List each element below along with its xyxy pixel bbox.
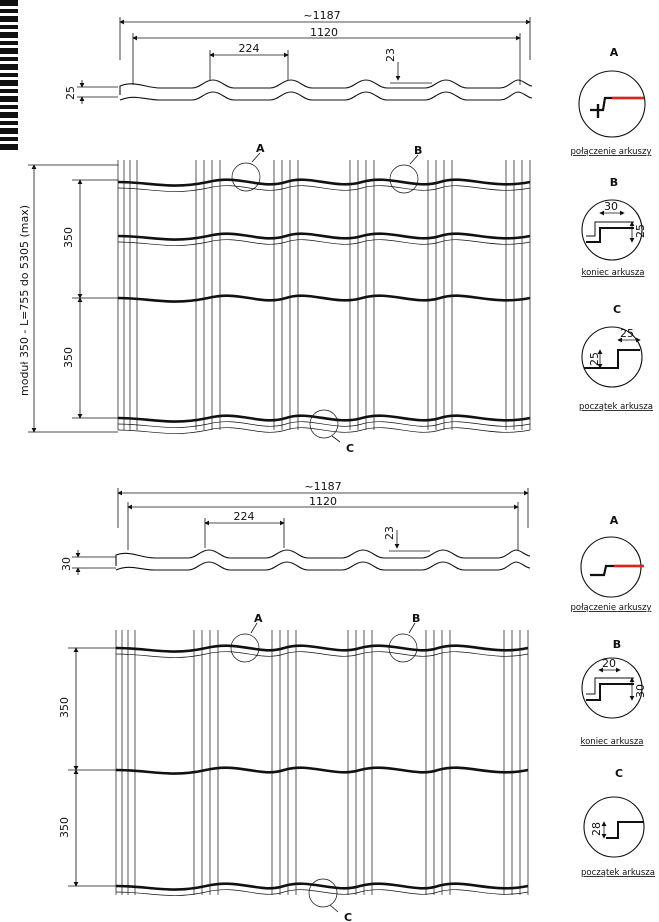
profile-section-1 xyxy=(120,80,532,95)
detail-a-circle-1 xyxy=(579,71,645,137)
vertical-caption: moduł 350 - L=755 do 5305 (max) xyxy=(18,205,31,396)
detail-a-caption-2: połączenie arkuszy xyxy=(571,603,652,613)
marker-a-1: A xyxy=(256,142,265,155)
detail-c-title-1: C xyxy=(613,303,621,316)
detail-c-title-2: C xyxy=(615,767,623,780)
dim-module2-2: 350 xyxy=(58,817,71,838)
dim-profile-height-1: 23 xyxy=(384,48,397,62)
detail-a-title-1: A xyxy=(610,46,619,59)
tile-plan-1 xyxy=(118,160,530,434)
tile-plan-2 xyxy=(116,630,528,896)
dim-module1-2: 350 xyxy=(58,697,71,718)
detail-c-dim1-1: 25 xyxy=(620,327,634,340)
detail-b-title-2: B xyxy=(613,638,621,651)
marker-a-2: A xyxy=(254,612,263,625)
dim-effective-2: 1120 xyxy=(309,495,337,508)
detail-c-dim1-2: 28 xyxy=(590,822,603,836)
dim-module1-1: 350 xyxy=(62,227,75,248)
dim-profile-height-2: 23 xyxy=(383,526,396,540)
marker-b-1: B xyxy=(414,144,422,157)
detail-b-title-1: B xyxy=(610,176,618,189)
detail-b-caption-2: koniec arkusza xyxy=(580,737,643,747)
drawing-2: ~1187 1120 224 23 30 xyxy=(58,480,655,922)
detail-b-dim2-1: 25 xyxy=(634,224,647,238)
drawing-1: ~1187 1120 224 23 25 xyxy=(18,9,653,455)
detail-b-dim1-2: 20 xyxy=(602,657,616,670)
marker-b-2: B xyxy=(412,612,420,625)
detail-a-title-2: A xyxy=(610,514,619,527)
detail-b-dim2-2: 30 xyxy=(634,684,647,698)
marker-c-2: C xyxy=(344,911,352,922)
dim-overall-2: ~1187 xyxy=(304,480,341,493)
detail-c-caption-2: początek arkusza xyxy=(581,868,655,878)
detail-c-dim2-1: 25 xyxy=(588,352,601,366)
detail-circle-a-1 xyxy=(232,163,260,191)
dim-side-height-1: 25 xyxy=(64,86,77,100)
dim-side-height-2: 30 xyxy=(60,557,73,571)
dim-effective-1: 1120 xyxy=(310,26,338,39)
detail-b-dim1-1: 30 xyxy=(604,200,618,213)
detail-b-caption-1: koniec arkusza xyxy=(581,268,644,278)
dim-module2-1: 350 xyxy=(62,347,75,368)
marker-c-1: C xyxy=(346,442,354,455)
detail-circle-b-1 xyxy=(390,165,418,193)
dim-overall-1: ~1187 xyxy=(303,9,340,22)
detail-circle-c-2 xyxy=(309,879,337,907)
dim-module-width-2: 224 xyxy=(234,510,255,523)
profile-section-2 xyxy=(116,550,530,566)
detail-c-caption-1: początek arkusza xyxy=(579,402,653,412)
detail-a-caption-1: połączenie arkuszy xyxy=(571,147,652,157)
dim-module-width-1: 224 xyxy=(239,42,260,55)
